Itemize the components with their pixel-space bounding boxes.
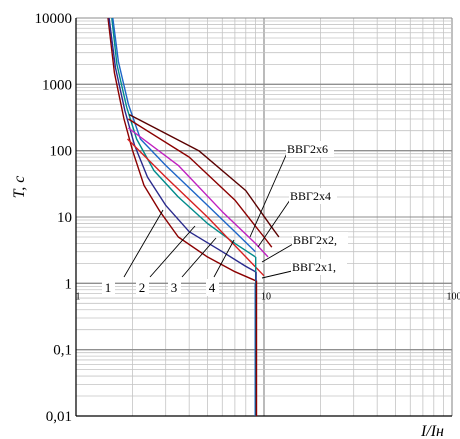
cable-label-bg — [286, 141, 334, 157]
curve-number-bg — [136, 279, 149, 296]
cable-label-1: ВВГ2х6 — [287, 142, 328, 156]
curve-number-bg — [206, 279, 219, 296]
axis-titles: T, c I/Iн — [11, 176, 444, 439]
leader-line-1 — [123, 209, 164, 278]
tick-labels: 0,01 0,1 1 10 100 1000 10000 1 10 100 — [35, 11, 460, 425]
curve-number-1: 1 — [105, 280, 112, 295]
curve-number-4: 4 — [209, 280, 216, 295]
x-tick-label: 100 — [447, 291, 460, 302]
y-axis-title: T, c — [11, 176, 28, 199]
leader-line-8 — [261, 270, 293, 279]
curve-number-bg — [168, 279, 181, 296]
y-tick-label: 1 — [65, 276, 73, 292]
leader-line-7 — [261, 243, 294, 263]
series-line-2 — [108, 17, 256, 273]
x-tick-label: 10 — [261, 291, 271, 302]
series-line-5 — [127, 138, 265, 277]
series-line-8 — [128, 113, 280, 238]
series-line-7 — [128, 118, 273, 248]
curve-number-3: 3 — [171, 280, 178, 295]
y-tick-label: 0,01 — [46, 409, 72, 425]
leader-line-4 — [213, 239, 235, 278]
cable-label-bg — [289, 188, 337, 204]
leader-line-2 — [149, 225, 196, 278]
curve-labels: 1 2 3 4 ВВГ2х6 ВВГ2х4 ВВГ2х2, ВВГ2х1, — [102, 141, 348, 296]
y-tick-label: 10 — [57, 210, 72, 226]
series-line-3 — [111, 17, 256, 258]
y-tick-label: 10000 — [35, 11, 73, 27]
cable-label-3: ВВГ2х2, — [293, 233, 337, 247]
series-line-6 — [127, 127, 269, 258]
x-tick-label: 1 — [76, 291, 81, 302]
y-tick-label: 0,1 — [53, 343, 72, 359]
cable-label-bg — [292, 232, 348, 248]
cable-label-4: ВВГ2х1, — [292, 260, 336, 274]
y-tick-label: 100 — [50, 144, 73, 160]
curve-number-bg — [102, 279, 115, 296]
cable-label-bg — [291, 259, 347, 275]
leader-line-6 — [257, 199, 291, 248]
x-axis-title: I/Iн — [420, 423, 444, 439]
y-tick-label: 1000 — [42, 77, 72, 93]
series-line-4 — [112, 17, 256, 253]
leader-lines — [123, 152, 294, 279]
leader-line-5 — [249, 152, 288, 238]
cable-label-2: ВВГ2х4 — [290, 189, 331, 203]
leader-line-3 — [181, 237, 217, 278]
curve-number-2: 2 — [139, 280, 146, 295]
